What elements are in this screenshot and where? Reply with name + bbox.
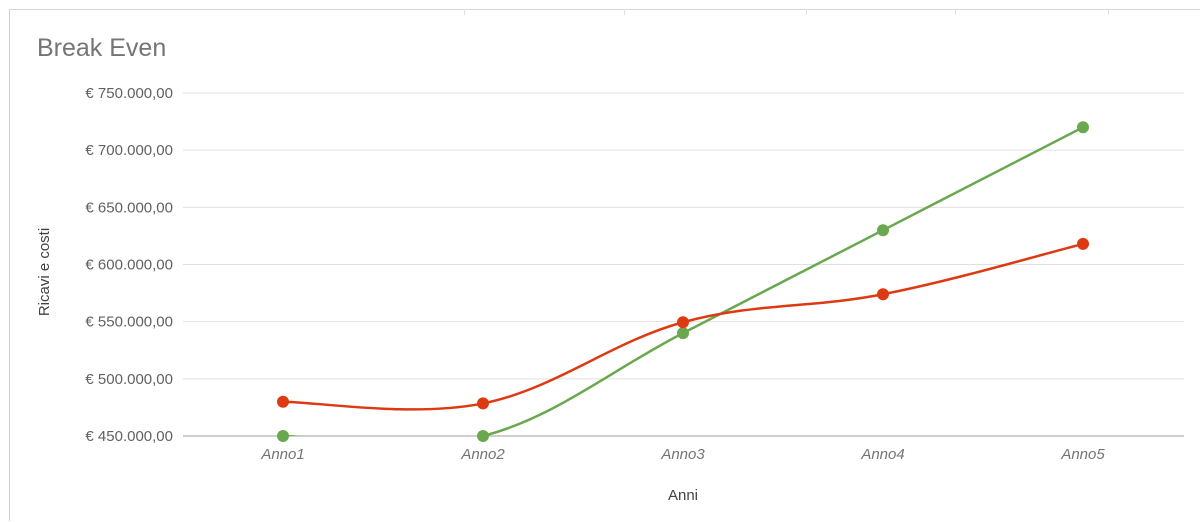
series-2-point[interactable] [877,288,889,301]
y-axis-title: Ricavi e costi [36,228,53,316]
y-tick-label: € 600.000,00 [85,257,173,274]
chart-title: Break Even [37,34,167,62]
y-tick-label: € 550.000,00 [85,314,173,331]
series-1-point[interactable] [677,327,689,340]
series-2-point[interactable] [477,397,489,410]
x-axis-title: Anni [668,487,698,504]
gridlines [183,92,1184,437]
series-2-point[interactable] [277,395,289,408]
x-tick-label: Anno4 [860,446,904,463]
x-tick-label: Anno2 [460,446,505,463]
series-2-point[interactable] [1077,237,1089,250]
frame-tick [955,9,956,15]
frame-tick [1108,9,1109,15]
x-axis-ticks: Anno1 Anno2 Anno3 Anno4 Anno5 [260,446,1105,463]
series-1-point[interactable] [477,430,489,442]
x-tick-label: Anno1 [260,446,304,463]
series-1-point[interactable] [877,224,889,237]
x-tick-label: Anno3 [660,446,705,463]
frame-tick [624,9,625,15]
chart-frame [9,9,1200,521]
frame-tick [464,9,465,15]
y-tick-label: € 450.000,00 [85,428,173,445]
series-1-point[interactable] [277,430,289,442]
series-2-point[interactable] [677,316,689,329]
series-group [277,121,1089,442]
series-line-1 [283,126,1084,436]
y-tick-label: € 750.000,00 [85,85,173,102]
series-1-point[interactable] [1077,121,1089,134]
frame-tick [806,9,807,15]
y-axis-ticks: € 450.000,00 € 500.000,00 € 550.000,00 € 60… [85,85,173,445]
x-tick-label: Anno5 [1060,446,1105,463]
y-tick-label: € 650.000,00 [85,199,173,216]
y-tick-label: € 500.000,00 [85,371,173,388]
y-tick-label: € 700.000,00 [85,142,173,159]
